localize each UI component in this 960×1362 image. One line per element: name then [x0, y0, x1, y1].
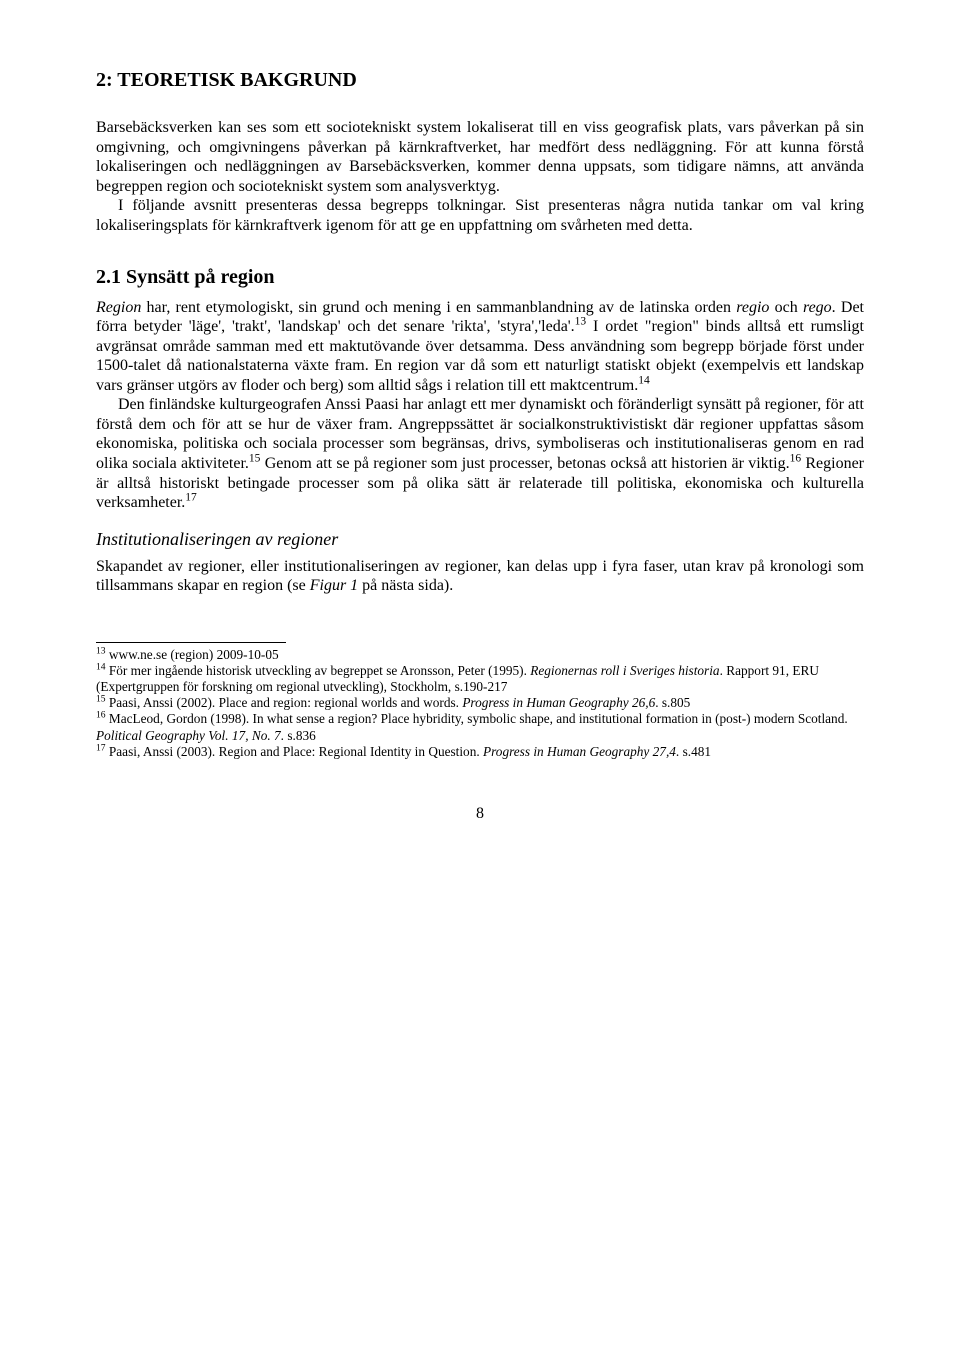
footnote-14: 14 För mer ingående historisk utveckling…: [96, 663, 864, 695]
footnote-text: För mer ingående historisk utveckling av…: [106, 663, 531, 678]
chapter-title: 2: TEORETISK BAKGRUND: [96, 68, 864, 92]
footnote-text: Paasi, Anssi (2003). Region and Place: R…: [106, 744, 483, 759]
footnote-num: 14: [96, 661, 106, 672]
term-region: Region: [96, 299, 141, 316]
subsection-institutionalisering: Institutionaliseringen av regioner: [96, 529, 864, 551]
footnotes: 13 www.ne.se (region) 2009-10-05 14 För …: [96, 642, 864, 761]
footnote-italic: Progress in Human Geography 26,6: [462, 695, 655, 710]
footnote-text: . s.836: [281, 728, 316, 743]
footnote-italic: Political Geography Vol. 17, No. 7: [96, 728, 281, 743]
section-2-1-heading: 2.1 Synsätt på region: [96, 265, 864, 289]
footnote-13: 13 www.ne.se (region) 2009-10-05: [96, 647, 864, 663]
footnote-17: 17 Paasi, Anssi (2003). Region and Place…: [96, 744, 864, 760]
footnote-num: 15: [96, 694, 106, 705]
footnote-text: www.ne.se (region) 2009-10-05: [106, 647, 279, 662]
text: på nästa sida).: [358, 577, 453, 594]
text: har, rent etymologiskt, sin grund och me…: [141, 299, 736, 316]
footnote-num: 13: [96, 645, 106, 656]
footnote-ref-15: 15: [249, 453, 261, 465]
page-number: 8: [96, 804, 864, 824]
institutionalisering-paragraph: Skapandet av regioner, eller institution…: [96, 557, 864, 596]
intro-paragraph-1: Barsebäcksverken kan ses som ett sociote…: [96, 118, 864, 196]
footnote-ref-14: 14: [638, 375, 650, 387]
text: och: [769, 299, 803, 316]
footnote-text: . s.481: [676, 744, 711, 759]
footnote-ref-17: 17: [185, 492, 197, 504]
intro-paragraph-2: I följande avsnitt presenteras dessa beg…: [96, 196, 864, 235]
footnote-num: 16: [96, 710, 106, 721]
footnote-num: 17: [96, 742, 106, 753]
footnote-text: Paasi, Anssi (2002). Place and region: r…: [106, 695, 463, 710]
footnote-italic: Regionernas roll i Sveriges historia: [530, 663, 719, 678]
term-rego: rego: [803, 299, 832, 316]
footnote-text: MacLeod, Gordon (1998). In what sense a …: [106, 711, 848, 726]
term-regio: regio: [736, 299, 769, 316]
footnote-15: 15 Paasi, Anssi (2002). Place and region…: [96, 695, 864, 711]
section-2-1-paragraph-1: Region har, rent etymologiskt, sin grund…: [96, 298, 864, 396]
footnote-ref-13: 13: [575, 316, 587, 328]
section-2-1-paragraph-2: Den finländske kulturgeografen Anssi Paa…: [96, 395, 864, 512]
footnote-ref-16: 16: [790, 453, 802, 465]
text: Genom att se på regioner som just proces…: [260, 455, 789, 472]
footnote-text: . s.805: [655, 695, 690, 710]
text: Skapandet av regioner, eller institution…: [96, 558, 864, 595]
footnote-italic: Progress in Human Geography 27,4: [483, 744, 676, 759]
footnote-separator: [96, 642, 286, 643]
footnote-16: 16 MacLeod, Gordon (1998). In what sense…: [96, 711, 864, 743]
figure-ref: Figur 1: [310, 577, 358, 594]
